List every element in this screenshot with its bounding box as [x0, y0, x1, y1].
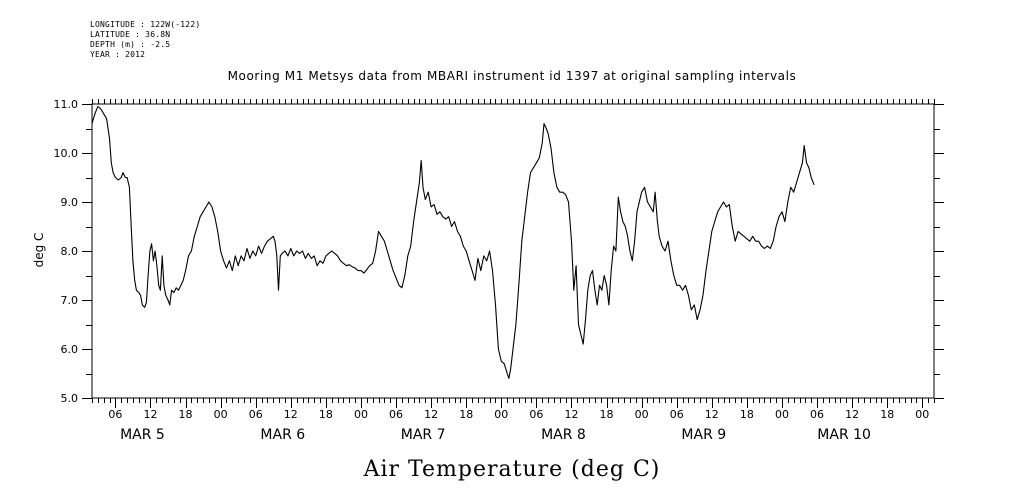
- metadata-block: LONGITUDE : 122W(-122) LATITUDE : 36.8N …: [90, 20, 200, 60]
- year-text: YEAR : 2012: [90, 50, 146, 59]
- y-tick-label: 9.0: [61, 196, 79, 209]
- x-tick-label: 12: [424, 408, 438, 421]
- x-tick-label: 00: [354, 408, 368, 421]
- x-date-label: MAR 6: [260, 427, 305, 443]
- x-tick-label: 18: [600, 408, 614, 421]
- chart-title: Mooring M1 Metsys data from MBARI instru…: [228, 69, 797, 83]
- x-tick-label: 18: [459, 408, 473, 421]
- x-axis-label: Air Temperature (deg C): [363, 457, 661, 482]
- y-axis-label: deg C: [32, 233, 46, 268]
- x-tick-label: 00: [494, 408, 508, 421]
- y-tick-label: 7.0: [61, 294, 79, 307]
- y-tick-label: 5.0: [61, 392, 79, 405]
- y-tick-label: 6.0: [61, 343, 79, 356]
- x-tick-label: 00: [775, 408, 789, 421]
- x-tick-label: 18: [880, 408, 894, 421]
- y-tick-label: 10.0: [54, 147, 79, 160]
- x-tick-label: 06: [389, 408, 403, 421]
- x-tick-label: 12: [284, 408, 298, 421]
- x-tick-label: 06: [249, 408, 263, 421]
- x-date-label: MAR 7: [401, 427, 446, 443]
- series-layer: [91, 105, 815, 379]
- x-date-label: MAR 9: [681, 427, 726, 443]
- x-date-label: MAR 8: [541, 427, 586, 443]
- latitude-text: LATITUDE : 36.8N: [90, 30, 171, 39]
- x-tick-label: 00: [214, 408, 228, 421]
- x-tick-label: 12: [143, 408, 157, 421]
- y-tick-label: 8.0: [61, 245, 79, 258]
- x-tick-label: 06: [810, 408, 824, 421]
- x-tick-label: 18: [179, 408, 193, 421]
- x-tick-label: 06: [108, 408, 122, 421]
- series-line: [91, 105, 815, 379]
- longitude-text: LONGITUDE : 122W(-122): [90, 20, 201, 29]
- x-date-label: MAR 5: [120, 427, 165, 443]
- y-tick-label: 11.0: [54, 98, 79, 111]
- depth-text: DEPTH (m) : -2.5: [90, 40, 171, 49]
- x-tick-label: 06: [670, 408, 684, 421]
- x-tick-label: 18: [319, 408, 333, 421]
- axes: 5.0 6.0 7.0 8.0 9.0 10.0 11.0 06 12 18 00 06 12 18 00 0…: [54, 98, 944, 443]
- plot-frame: [91, 103, 935, 399]
- x-tick-label: 12: [564, 408, 578, 421]
- x-tick-label: 12: [705, 408, 719, 421]
- x-tick-label: 12: [845, 408, 859, 421]
- x-tick-label: 00: [915, 408, 929, 421]
- x-tick-label: 18: [740, 408, 754, 421]
- x-tick-label: 06: [529, 408, 543, 421]
- x-tick-label: 00: [635, 408, 649, 421]
- x-date-label: MAR 10: [817, 427, 871, 443]
